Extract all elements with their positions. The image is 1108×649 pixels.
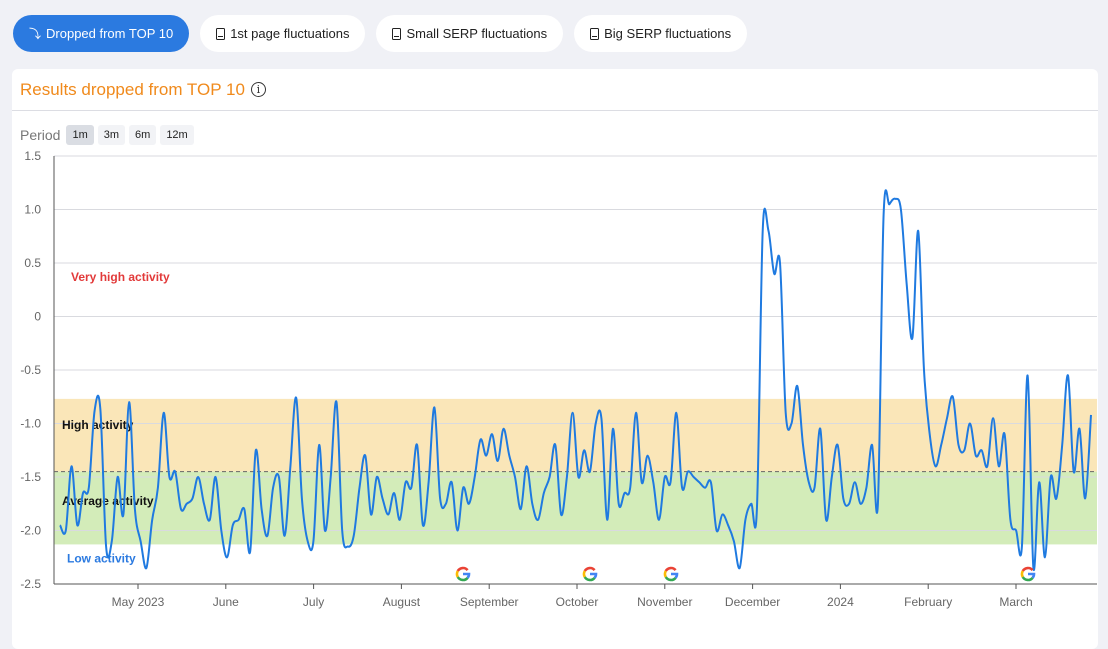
info-icon[interactable]: i — [250, 82, 266, 97]
tab-label: 1st page fluctuations — [230, 26, 350, 41]
tab-1st-page-fluctuations[interactable]: 1st page fluctuations — [200, 15, 366, 52]
tab-label: Small SERP fluctuations — [406, 26, 548, 41]
x-tick-label: July — [303, 595, 324, 609]
band-label: Low activity — [67, 552, 136, 566]
x-tick-label: March — [999, 595, 1032, 609]
document-icon — [216, 27, 226, 40]
period-label: Period — [20, 127, 61, 143]
period-option-12m[interactable]: 12m — [160, 125, 194, 145]
google-update-icon[interactable] — [582, 566, 598, 582]
tab-dropped-from-top-10[interactable]: ⤵ Dropped from TOP 10 — [13, 15, 190, 52]
x-tick-label: November — [637, 595, 692, 609]
google-update-icon[interactable] — [1020, 566, 1036, 582]
y-tick-label: 0 — [34, 310, 41, 324]
series-line — [59, 189, 1092, 572]
y-tick-label: 1.0 — [24, 203, 41, 217]
arrow-down-icon: ⤵ — [29, 27, 42, 41]
x-tick-label: August — [383, 595, 421, 609]
google-update-icon[interactable] — [663, 566, 679, 582]
x-tick-label: June — [213, 595, 239, 609]
band-label: Average activity — [62, 494, 154, 508]
y-tick-label: -1.5 — [20, 470, 41, 484]
period-option-3m[interactable]: 3m — [97, 125, 126, 145]
y-tick-label: -0.5 — [20, 363, 41, 377]
x-tick-label: October — [556, 595, 599, 609]
y-tick-label: 0.5 — [24, 256, 41, 270]
period-selector: Period 1m 3m 6m 12m — [20, 125, 194, 145]
chart-panel: Results dropped from TOP 10 i Period 1m 3… — [12, 69, 1098, 649]
y-tick-label: 1.5 — [24, 149, 41, 163]
band-label: High activity — [62, 418, 134, 432]
period-option-6m[interactable]: 6m — [129, 125, 157, 145]
x-tick-label: May 2023 — [112, 595, 165, 609]
x-tick-label: December — [725, 595, 780, 609]
panel-header: Results dropped from TOP 10 i — [12, 69, 1098, 111]
y-tick-label: -1.0 — [20, 417, 41, 431]
google-update-icon[interactable] — [455, 566, 471, 582]
x-tick-label: 2024 — [827, 595, 854, 609]
activity-band — [54, 471, 1097, 545]
x-tick-label: September — [460, 595, 519, 609]
tab-label: Big SERP fluctuations — [604, 26, 732, 41]
document-chart-icon — [590, 27, 600, 40]
document-chart-icon — [392, 27, 402, 40]
y-tick-label: -2.5 — [20, 577, 41, 591]
panel-title: Results dropped from TOP 10 — [20, 79, 245, 99]
tab-bar: ⤵ Dropped from TOP 10 1st page fluctuation… — [13, 15, 748, 52]
tab-small-serp-fluctuations[interactable]: Small SERP fluctuations — [376, 15, 564, 52]
period-option-1m[interactable]: 1m — [66, 125, 94, 145]
y-tick-label: -2.0 — [20, 524, 41, 538]
line-chart: 1.5 1.0 0.5 0 -0.5 -1.0 -1.5 -2.0 -2.5 May 2023 Ju… — [20, 149, 1097, 609]
tab-label: Dropped from TOP 10 — [46, 26, 174, 41]
band-label: Very high activity — [71, 270, 170, 284]
x-tick-label: February — [904, 595, 952, 609]
tab-big-serp-fluctuations[interactable]: Big SERP fluctuations — [574, 15, 748, 52]
